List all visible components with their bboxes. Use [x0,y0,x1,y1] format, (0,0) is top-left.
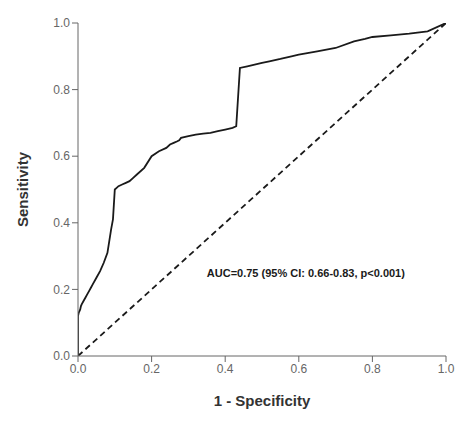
svg-text:0.2: 0.2 [143,362,160,376]
svg-text:0.8: 0.8 [364,362,381,376]
svg-text:0.4: 0.4 [53,216,70,230]
svg-text:Sensitivity: Sensitivity [14,151,31,227]
svg-text:0.4: 0.4 [217,362,234,376]
svg-text:0.6: 0.6 [53,149,70,163]
svg-text:1 - Specificity: 1 - Specificity [214,392,311,409]
svg-text:AUC=0.75 (95% CI: 0.66-0.83, p: AUC=0.75 (95% CI: 0.66-0.83, p<0.001) [207,267,405,279]
svg-text:0.0: 0.0 [70,362,87,376]
svg-text:0.0: 0.0 [53,349,70,363]
svg-text:0.8: 0.8 [53,83,70,97]
svg-text:1.0: 1.0 [53,16,70,30]
svg-text:0.6: 0.6 [290,362,307,376]
svg-text:0.2: 0.2 [53,283,70,297]
svg-text:1.0: 1.0 [438,362,455,376]
